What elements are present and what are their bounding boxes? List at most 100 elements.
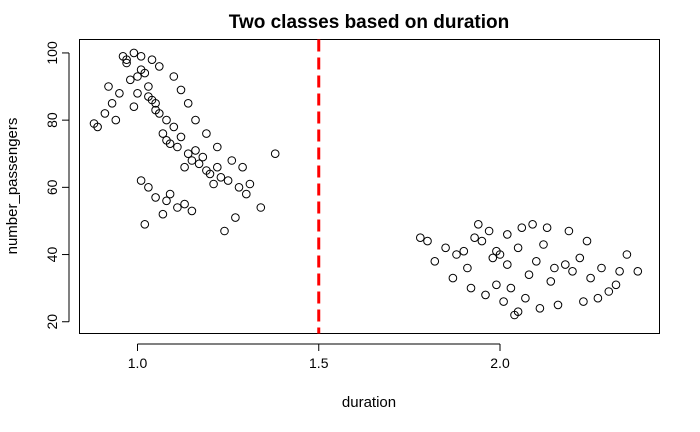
data-point [517,223,527,232]
data-point [448,273,458,283]
data-point [144,82,153,91]
data-point [104,82,113,91]
data-point [122,58,131,68]
y-tick-label: 80 [44,112,60,128]
data-point [484,226,494,236]
data-point [550,263,559,273]
data-point [140,68,150,78]
data-point [140,220,150,229]
data-point [231,213,240,222]
data-point [115,89,124,98]
data-point [165,189,175,199]
data-point [430,257,440,266]
data-point [136,176,146,185]
data-point [173,142,182,152]
data-point [158,209,168,219]
data-point [183,99,193,108]
data-point [133,72,142,81]
data-point [615,267,624,276]
data-point [503,230,512,239]
data-point [524,270,534,280]
data-point [633,267,643,276]
y-tick-label: 100 [44,41,60,65]
data-point [202,129,211,138]
data-point [575,253,585,263]
plot-area-frame [79,39,660,334]
data-point [169,122,179,132]
data-point [158,129,168,138]
data-point [107,99,117,108]
data-point [539,240,548,249]
data-point [187,156,197,165]
data-point [553,300,563,310]
data-point [162,196,171,206]
x-tick-label: 2.0 [490,355,510,371]
data-point [528,220,537,229]
y-axis-label: number_passengers [4,118,21,255]
data-point [100,109,110,118]
data-point [180,199,189,209]
data-point [474,220,483,229]
data-point [513,307,523,317]
data-point [220,226,229,236]
data-point [155,62,164,71]
data-point [194,159,204,169]
y-tick-label: 40 [44,247,60,263]
data-point [535,304,545,313]
data-point [459,246,469,256]
data-point [191,146,200,155]
data-point [242,189,251,199]
data-point [542,223,552,232]
data-point [129,102,139,111]
y-tick-label: 20 [44,314,60,330]
data-point [470,233,479,242]
data-point [488,253,498,263]
data-point [604,287,614,296]
data-point [133,89,142,98]
data-point [503,260,512,269]
data-point [416,233,425,242]
data-point [173,203,182,212]
data-point [151,193,160,202]
data-point [144,92,153,101]
data-point [597,263,606,273]
data-point [126,75,135,85]
data-point [234,183,244,192]
data-point [582,236,592,246]
data-point [183,149,193,158]
data-point [499,297,508,306]
data-point [492,246,501,256]
data-point [477,236,487,246]
data-point [270,149,280,158]
x-tick-label: 1.5 [309,355,329,371]
x-axis: 1.0 1.5 2.0 [128,343,510,371]
data-point [187,206,197,216]
data-point [564,226,574,236]
data-point [176,85,186,95]
data-point [452,250,461,259]
data-point [546,277,556,286]
data-point [611,280,621,290]
data-point [245,179,255,189]
data-point [147,55,157,65]
data-point [213,142,222,152]
data-point [466,283,476,293]
data-point [423,236,432,246]
data-point [176,132,186,142]
y-axis: 20 40 60 80 100 [44,41,70,330]
data-point [492,280,501,290]
data-point [506,283,516,293]
data-point [513,243,523,253]
data-points [89,48,643,320]
data-point [223,176,233,185]
x-axis-label: duration [342,394,396,411]
chart-title: Two classes based on duration [229,12,510,33]
x-tick-label: 1.0 [128,355,148,371]
data-point [209,179,218,189]
data-point [568,267,577,276]
data-point [216,173,226,182]
data-point [191,115,200,125]
data-point [227,156,237,165]
y-tick-label: 60 [44,179,60,195]
